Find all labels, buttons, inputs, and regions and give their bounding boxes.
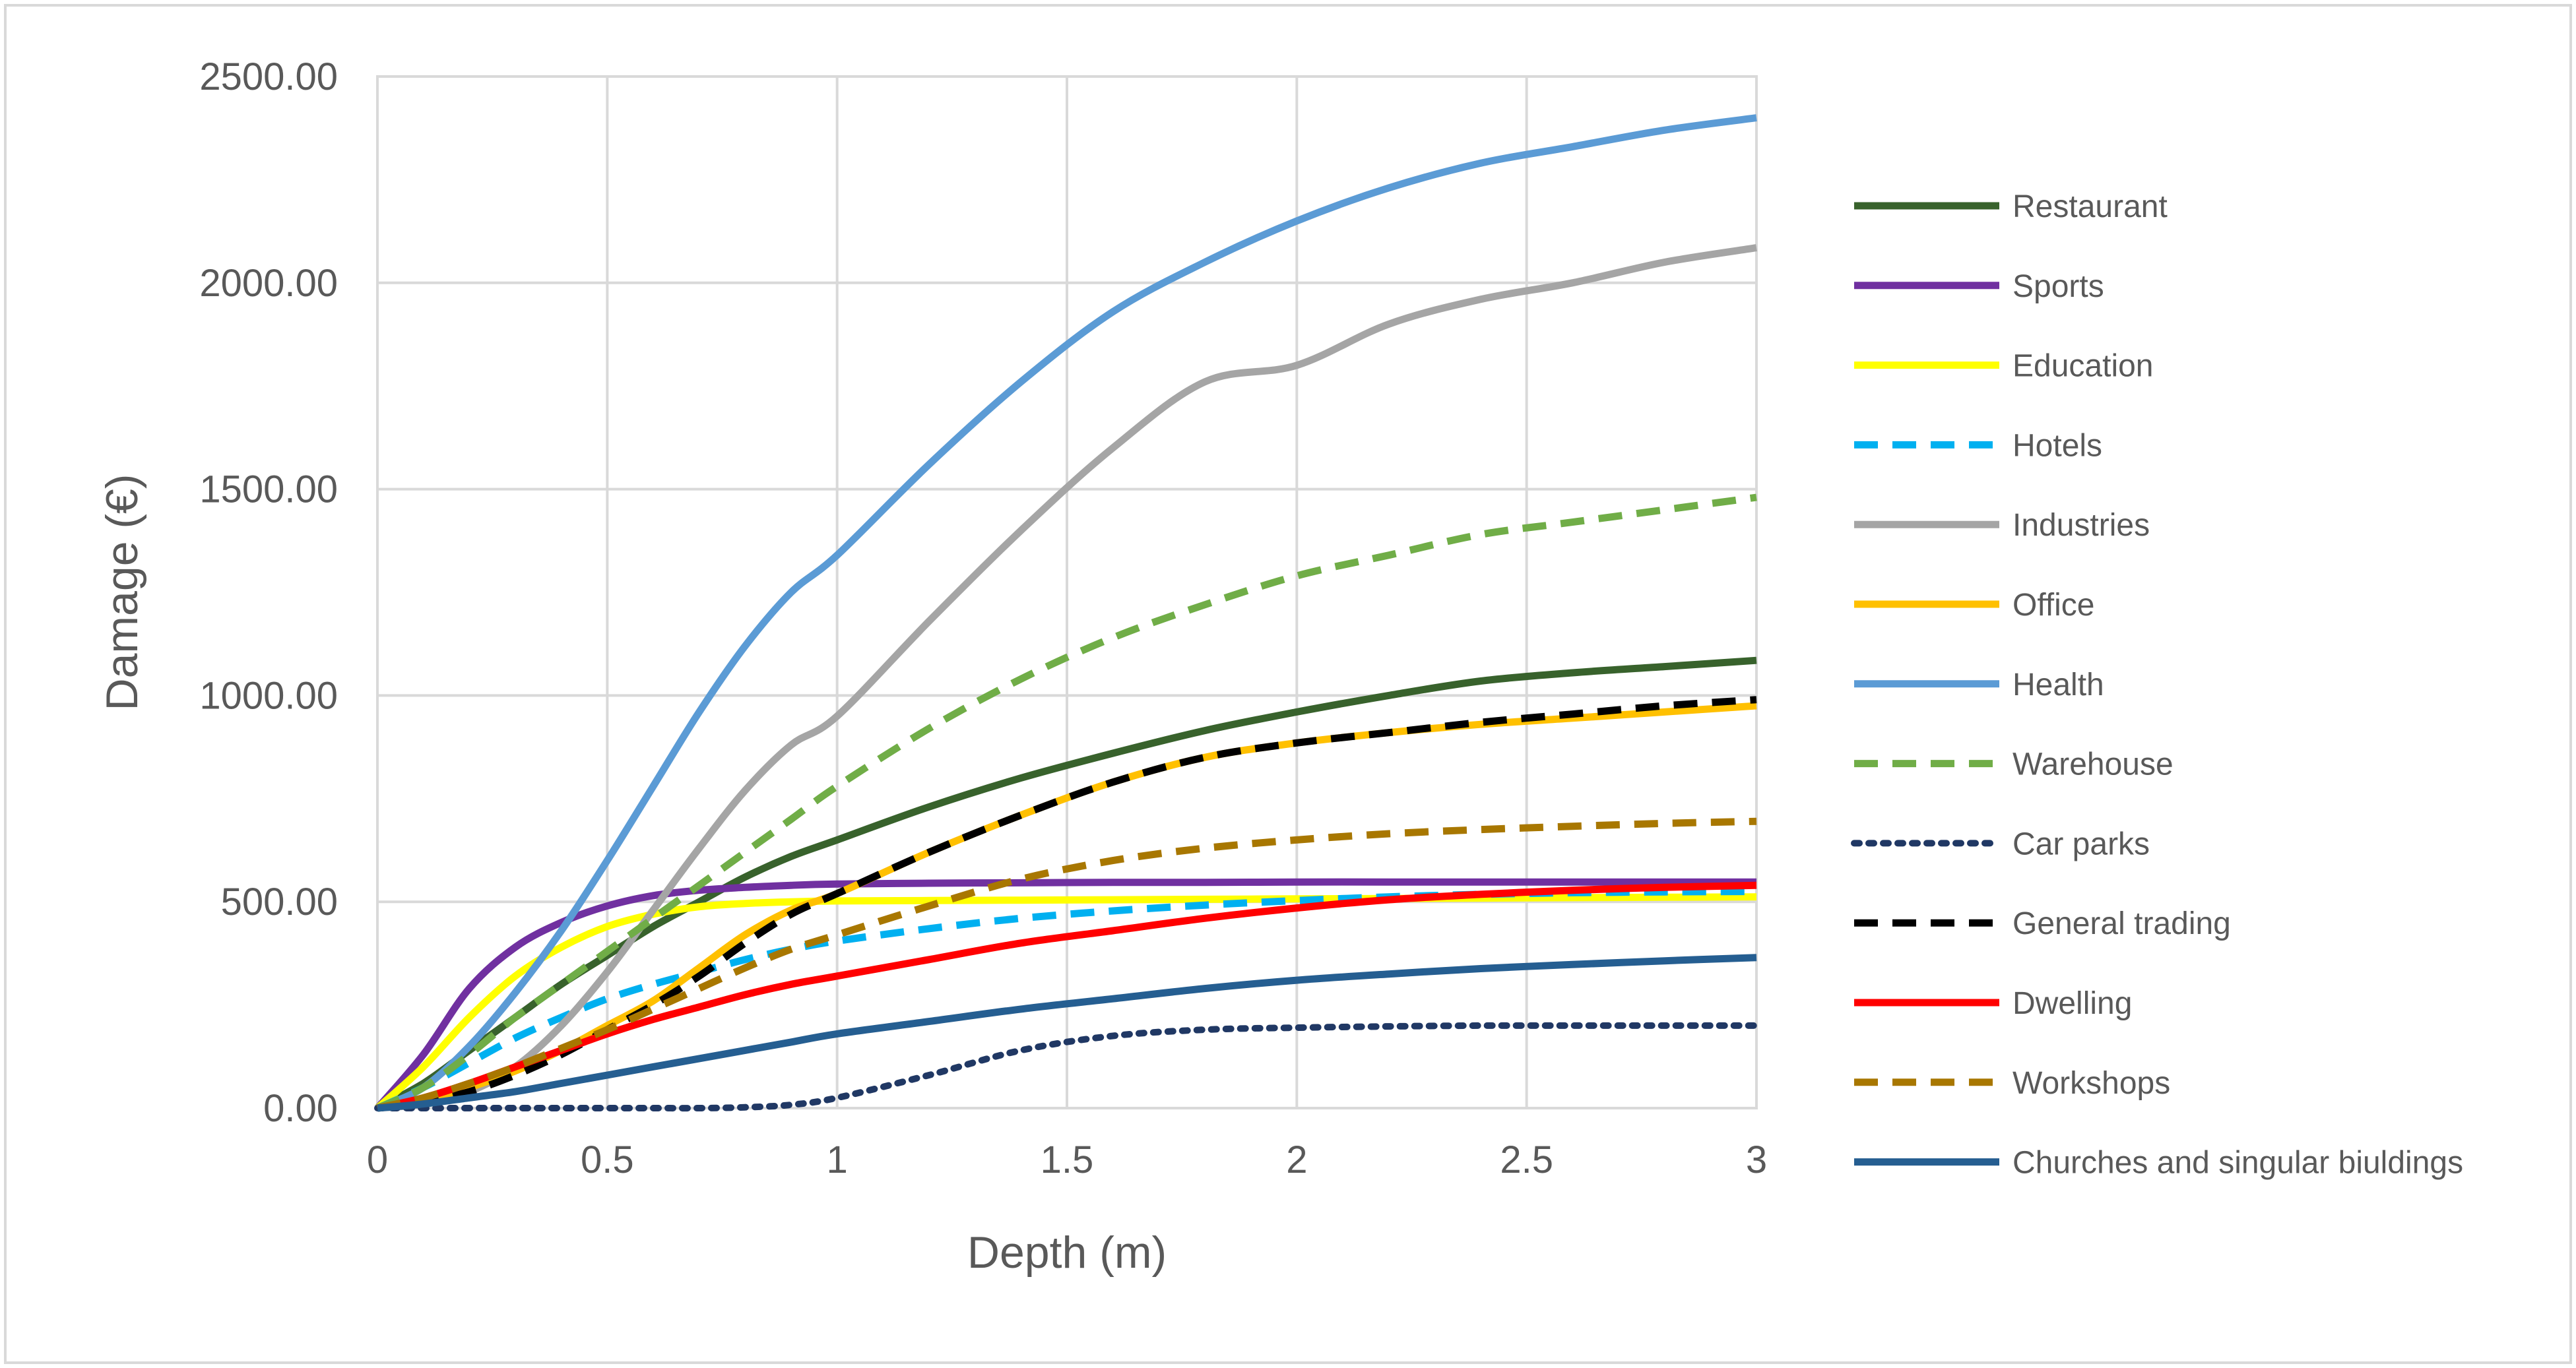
series-line-warehouse: [375, 493, 1757, 1112]
legend-label-hotels: Hotels: [2012, 428, 2102, 463]
legend-label-restaurant: Restaurant: [2012, 189, 2168, 224]
series-line-health: [375, 114, 1757, 1112]
y-tick-label: 2500.00: [199, 55, 338, 98]
y-tick-label: 1500.00: [199, 468, 338, 511]
x-tick-label: 2: [1286, 1138, 1307, 1181]
legend-label-dwelling: Dwelling: [2012, 986, 2132, 1021]
legend-label-health: Health: [2012, 668, 2104, 702]
legend-label-warehouse: Warehouse: [2012, 747, 2174, 782]
series-line-car-parks: [374, 1022, 1760, 1112]
chart-border: [4, 4, 2572, 1364]
x-tick-label: 0.5: [581, 1138, 634, 1181]
x-axis-title: Depth (m): [967, 1228, 1167, 1278]
series-line-workshops: [376, 817, 1757, 1112]
y-tick-label: 2000.00: [199, 262, 338, 305]
plot-area-frame: [376, 75, 1758, 1109]
legend-label-sports: Sports: [2012, 269, 2104, 304]
legend-label-industries: Industries: [2012, 508, 2150, 543]
y-tick-label: 0.00: [263, 1087, 338, 1130]
x-tick-label: 0: [367, 1138, 388, 1181]
series-line-sports: [374, 878, 1756, 1111]
y-tick-label: 1000.00: [199, 674, 338, 717]
x-tick-label: 3: [1746, 1138, 1767, 1181]
series-line-churches-and-singular-biuldings: [377, 954, 1757, 1112]
plot-area-border: [376, 75, 1758, 1109]
legend-label-workshops: Workshops: [2012, 1066, 2170, 1101]
series-line-dwelling: [376, 881, 1757, 1112]
y-axis-title: Damage (€): [97, 474, 147, 710]
y-tick-labels: 0.00 500.00 1000.00 1500.00 2000.00 2500.00: [199, 55, 338, 1130]
series-line-hotels: [375, 888, 1757, 1112]
y-tick-label: 500.00: [221, 881, 338, 923]
x-tick-label: 1: [827, 1138, 848, 1181]
series-layer: [374, 114, 1760, 1112]
legend: Restaurant Sports Education Hotels Industrie…: [1851, 189, 2463, 1181]
legend-label-car-parks: Car parks: [2012, 826, 2150, 861]
legend-label-education: Education: [2012, 349, 2154, 384]
series-line-general-trading: [377, 696, 1757, 1112]
x-tick-labels: 0 0.5 1 1.5 2 2.5 3: [367, 1138, 1767, 1181]
series-line-industries: [377, 244, 1757, 1112]
x-tick-label: 1.5: [1041, 1138, 1094, 1181]
legend-label-churches-and-singular-biuldings: Churches and singular biuldings: [2012, 1146, 2463, 1181]
x-tick-label: 2.5: [1500, 1138, 1553, 1181]
legend-label-office: Office: [2012, 588, 2095, 623]
legend-label-general-trading: General trading: [2012, 906, 2231, 941]
